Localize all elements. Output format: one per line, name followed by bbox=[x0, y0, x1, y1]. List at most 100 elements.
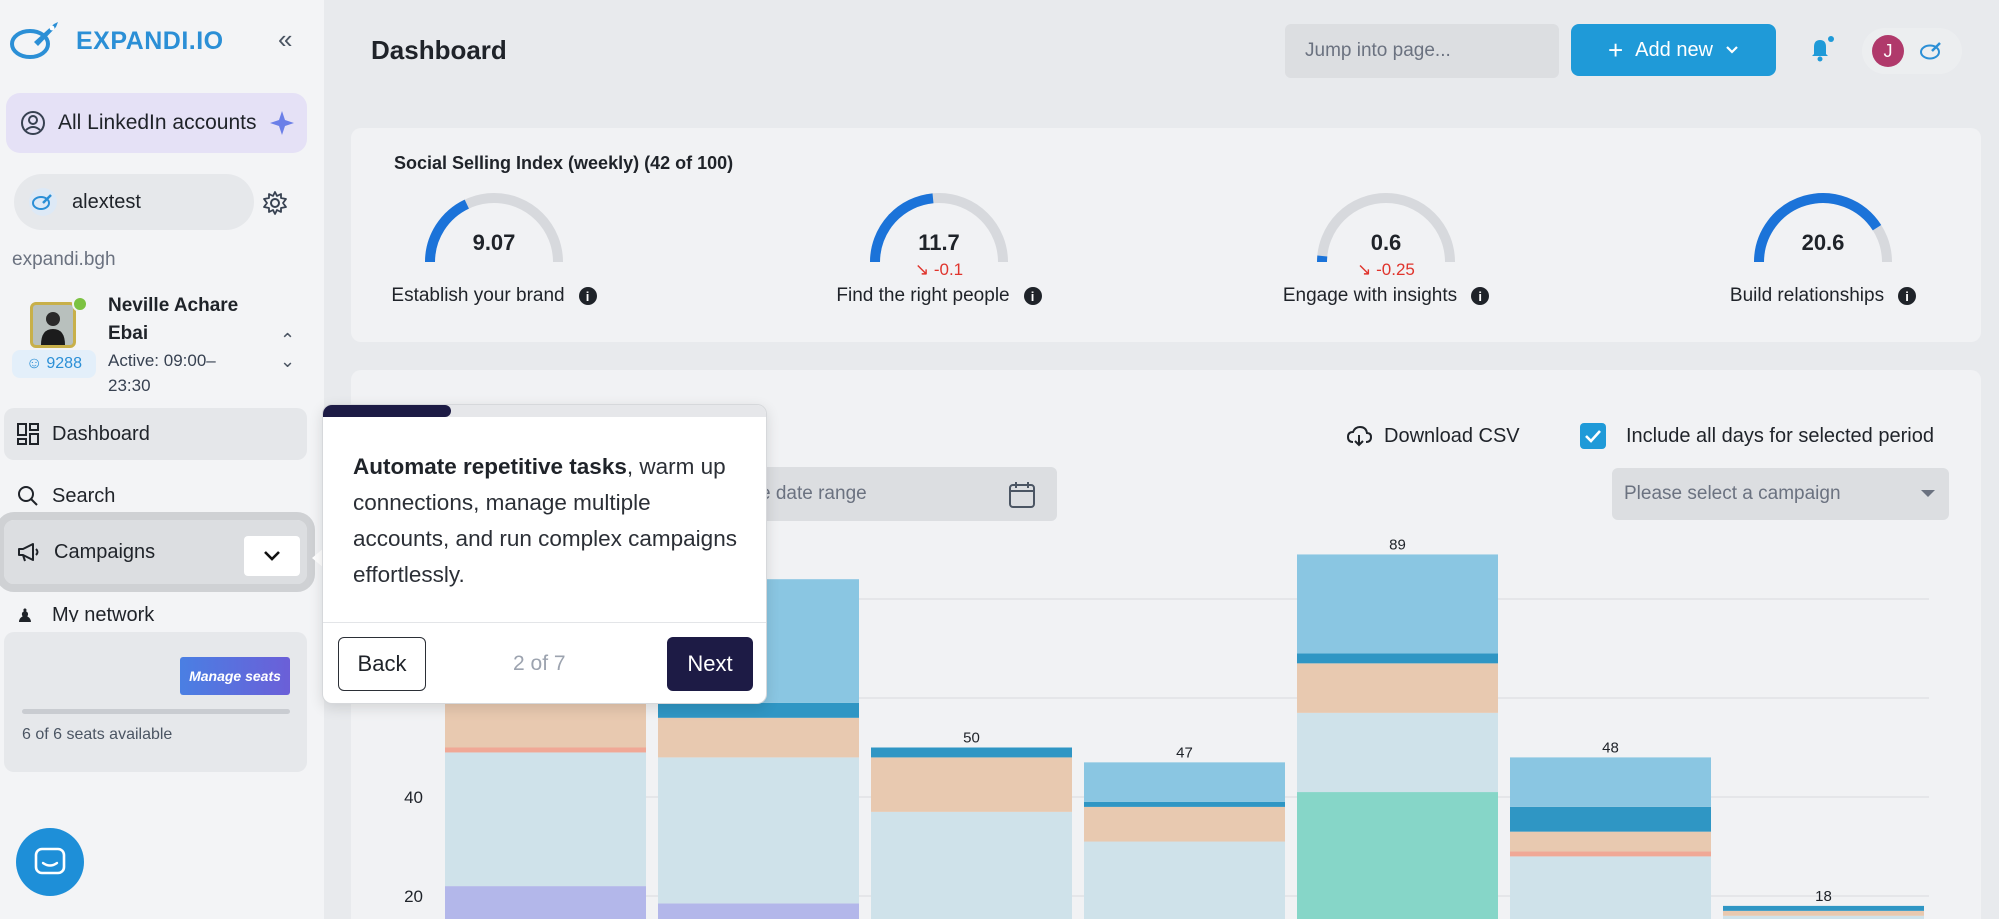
tour-back-button[interactable]: Back bbox=[338, 637, 426, 691]
bar-segment bbox=[1510, 851, 1711, 857]
bar-segment bbox=[1510, 831, 1711, 852]
gauge-label-text: Engage with insights bbox=[1282, 285, 1458, 306]
info-icon[interactable]: i bbox=[1898, 287, 1917, 305]
account-logo-icon bbox=[29, 188, 57, 216]
gauge-arc bbox=[870, 193, 1008, 263]
add-new-button[interactable]: + Add new bbox=[1571, 24, 1776, 76]
info-icon[interactable]: i bbox=[578, 287, 597, 305]
tour-divider bbox=[323, 622, 766, 623]
ssi-gauge: 20.6 Build relationships i bbox=[1703, 190, 1943, 330]
gauge-label: Engage with insights i bbox=[1266, 285, 1506, 307]
tour-progress-fill bbox=[323, 405, 452, 417]
bar-segment bbox=[871, 811, 1072, 919]
bar-total-label: 47 bbox=[1176, 744, 1193, 761]
bar-segment bbox=[445, 752, 646, 887]
profile-name: Neville Achare Ebai bbox=[108, 295, 239, 344]
profile-active-hours: Active: 09:00–23:30 bbox=[108, 351, 216, 395]
online-status-dot bbox=[72, 296, 88, 312]
bar-segment bbox=[658, 717, 859, 758]
seats-progress-bar bbox=[22, 709, 290, 714]
bar-segment bbox=[445, 886, 646, 919]
gauge-delta: ↘ -0.1 bbox=[819, 260, 1059, 280]
ssi-title: Social Selling Index (weekly) (42 of 100… bbox=[394, 153, 734, 173]
campaigns-expand-button[interactable] bbox=[244, 536, 300, 576]
chevron-down-icon bbox=[264, 551, 280, 561]
logo[interactable]: EXPANDI.IO bbox=[8, 18, 224, 64]
campaign-select[interactable]: Please select a campaign bbox=[1612, 468, 1949, 520]
nav-my-network-label: My network bbox=[52, 604, 155, 622]
tour-text-rest: , warm up connections, manage multiple a… bbox=[353, 454, 737, 587]
user-menu[interactable]: J bbox=[1862, 28, 1962, 74]
chevron-down-icon bbox=[1726, 46, 1738, 54]
checkmark-icon bbox=[1585, 430, 1601, 443]
nav-dashboard-label: Dashboard bbox=[52, 422, 150, 445]
notifications-bell-icon[interactable] bbox=[1806, 34, 1836, 69]
gauge-arc bbox=[1317, 193, 1455, 263]
all-linkedin-accounts-button[interactable]: All LinkedIn accounts bbox=[6, 93, 307, 153]
campaign-select-placeholder: Please select a campaign bbox=[1624, 483, 1841, 504]
gear-icon[interactable] bbox=[262, 190, 288, 221]
download-csv-button[interactable]: Download CSV bbox=[1346, 424, 1520, 448]
download-csv-label: Download CSV bbox=[1384, 424, 1520, 447]
network-icon: ♟ bbox=[16, 606, 34, 622]
nav-search-label: Search bbox=[52, 484, 116, 507]
avatar bbox=[30, 302, 76, 348]
user-circle-icon bbox=[21, 111, 45, 135]
calendar-icon bbox=[1009, 482, 1035, 508]
account-selector[interactable]: alextest bbox=[14, 174, 254, 230]
include-all-days-label: Include all days for selected period bbox=[1626, 424, 1934, 447]
expand-collapse-icon[interactable]: ⌃ ⌄ bbox=[280, 330, 296, 371]
gauge-value: 9.07 bbox=[472, 230, 516, 255]
account-name: alextest bbox=[72, 190, 141, 213]
gauge-label-text: Build relationships bbox=[1729, 285, 1885, 306]
bar-segment bbox=[1297, 554, 1498, 654]
gauge-arc bbox=[1754, 193, 1892, 263]
tour-progress-bar bbox=[323, 405, 766, 417]
info-icon[interactable]: i bbox=[1471, 287, 1490, 305]
chat-icon bbox=[34, 847, 66, 875]
bar-segment bbox=[871, 757, 1072, 812]
bar-segment bbox=[1297, 653, 1498, 664]
jump-into-page-input[interactable]: Jump into page... bbox=[1285, 24, 1559, 78]
ssi-gauge: 9.07 Establish your brand i bbox=[374, 190, 614, 330]
nav-dashboard[interactable]: Dashboard bbox=[4, 408, 307, 460]
nav-search[interactable]: Search bbox=[4, 470, 307, 522]
gauge-value: 20.6 bbox=[1801, 230, 1845, 255]
bar-segment bbox=[658, 903, 859, 919]
gauge-value: 0.6 bbox=[1370, 230, 1402, 255]
tour-pointer bbox=[312, 548, 324, 568]
rocket-logo-icon bbox=[10, 22, 58, 59]
y-tick-label: 40 bbox=[404, 788, 423, 807]
date-range-input[interactable]: e date range bbox=[740, 467, 1057, 521]
bar-total-label: 89 bbox=[1389, 536, 1406, 553]
bar-segment bbox=[1084, 801, 1285, 807]
include-all-days-option[interactable]: Include all days for selected period bbox=[1580, 423, 1934, 449]
nav-my-network[interactable]: ♟ My network bbox=[4, 604, 307, 622]
gauge-value: 11.7 bbox=[918, 230, 960, 255]
gauge-delta-value: -0.25 bbox=[1376, 260, 1415, 279]
onboarding-tour-popup: Automate repetitive tasks, warm up conne… bbox=[322, 404, 767, 704]
date-range-placeholder: e date range bbox=[760, 483, 867, 504]
connections-count: 9288 bbox=[46, 355, 82, 372]
bar-segment bbox=[1723, 915, 1924, 919]
trend-down-icon: ↘ bbox=[914, 260, 934, 279]
seats-available: 6 of 6 seats available bbox=[22, 726, 173, 743]
bar-segment bbox=[1084, 806, 1285, 842]
bar-segment bbox=[658, 702, 859, 718]
info-icon[interactable]: i bbox=[1023, 287, 1042, 305]
manage-seats-button[interactable]: Manage seats bbox=[180, 657, 290, 695]
page-title: Dashboard bbox=[371, 35, 507, 65]
sidebar: EXPANDI.IO « All LinkedIn accounts alext… bbox=[0, 0, 324, 919]
connections-badge: ☺ 9288 bbox=[12, 350, 96, 378]
bar-segment bbox=[1084, 841, 1285, 919]
gauge-label-text: Establish your brand bbox=[391, 285, 565, 306]
gauge-label: Establish your brand i bbox=[374, 285, 614, 307]
tour-next-button[interactable]: Next bbox=[667, 637, 753, 691]
collapse-sidebar-icon[interactable]: « bbox=[278, 24, 293, 54]
bar-segment bbox=[658, 757, 859, 904]
search-icon bbox=[18, 486, 38, 506]
ssi-card: Social Selling Index (weekly) (42 of 100… bbox=[351, 128, 1981, 342]
ssi-gauge: 0.6 ↘ -0.25 Engage with insights i bbox=[1266, 190, 1506, 330]
chat-support-button[interactable] bbox=[16, 828, 84, 896]
include-all-days-checkbox[interactable] bbox=[1580, 423, 1606, 449]
